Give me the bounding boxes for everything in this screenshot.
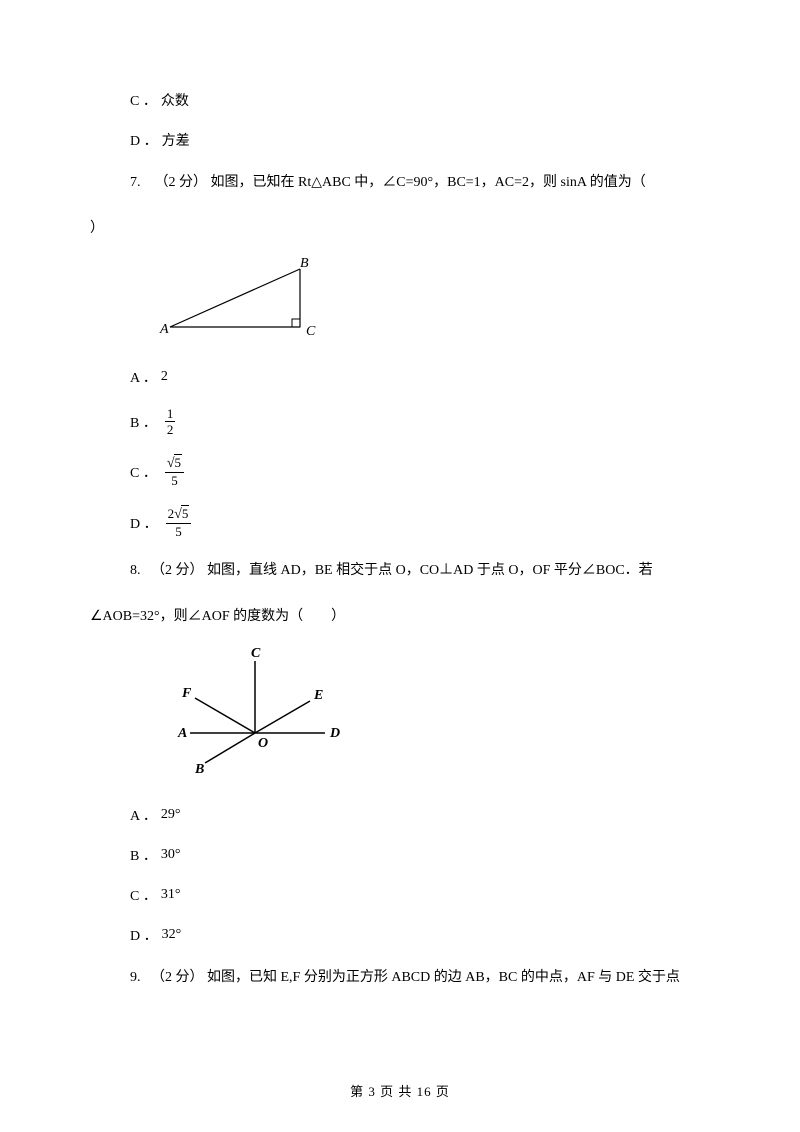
q8-points: （2 分） [151,563,204,578]
label-f: F [181,686,192,701]
prev-option-c: C ． 众数 [90,90,710,110]
label-c: C [306,324,316,339]
label-c: C [251,646,261,661]
q9-body: 如图，已知 E,F 分别为正方形 ABCD 的边 AB，BC 的中点，AF 与 … [207,970,680,985]
q7-option-a: A ． 2 [90,367,710,387]
option-letter: B ． [130,412,157,432]
q7-text: 7. （2 分） 如图，已知在 Rt△ABC 中，∠C=90°，BC=1，AC=… [90,170,710,195]
q9-text: 9. （2 分） 如图，已知 E,F 分别为正方形 ABCD 的边 AB，BC … [90,965,710,990]
q7-figure: A B C [90,255,710,345]
option-letter: A ． [130,805,157,825]
page-footer: 第 3 页 共 16 页 [0,1081,800,1100]
label-a: A [159,322,169,337]
q8-figure: A D C E F B O [90,643,710,783]
option-letter: D ． [130,513,158,533]
q7-points: （2 分） [155,175,208,190]
q8-text-line2: ∠AOB=32°，则∠AOF 的度数为（ ） [90,605,710,625]
numerator: 1 [165,407,176,422]
page: C ． 众数 D ． 方差 7. （2 分） 如图，已知在 Rt△ABC 中，∠… [0,0,800,1132]
q8-option-b: B ． 30° [90,845,710,865]
q9-points: （2 分） [151,970,204,985]
option-text: 方差 [162,130,190,150]
q8-option-d: D ． 32° [90,925,710,945]
q8-option-c: C ． 31° [90,885,710,905]
label-b: B [194,762,204,777]
option-letter: C ． [130,90,157,110]
fraction-icon: 1 2 [165,407,176,436]
option-text: 众数 [161,90,189,110]
label-a: A [177,726,187,741]
option-letter: A ． [130,367,157,387]
q9-number: 9. [130,970,141,985]
fraction-icon: 5 5 [165,456,184,487]
q7-option-c: C ． 5 5 [90,456,710,487]
q7-close-paren: ） [90,217,710,237]
sqrt-icon: 5 [167,456,182,471]
denominator: 5 [165,473,184,487]
q8-option-a: A ． 29° [90,805,710,825]
option-value: 2 [161,369,168,385]
option-letter: D ． [130,130,158,150]
option-letter: C ． [130,462,157,482]
option-letter: C ． [130,885,157,905]
option-value: 32° [162,927,182,943]
prev-option-d: D ． 方差 [90,130,710,150]
q8-number: 8. [130,563,141,578]
option-value: 30° [161,847,181,863]
q8-body-a: 如图，直线 AD，BE 相交于点 O，CO⊥AD 于点 O，OF 平分∠BOC．… [207,563,653,578]
option-value: 29° [161,807,181,823]
denominator: 2 [165,422,176,436]
rays-svg: A D C E F B O [150,643,360,783]
triangle-abc-svg: A B C [150,255,330,345]
numerator: 25 [166,507,192,524]
label-d: D [329,726,340,741]
denominator: 5 [166,524,192,538]
q7-option-b: B ． 1 2 [90,407,710,436]
sqrt-icon: 5 [174,507,189,522]
option-letter: B ． [130,845,157,865]
label-e: E [313,688,323,703]
q7-number: 7. [130,175,141,190]
label-o: O [258,736,268,751]
q7-body: 如图，已知在 Rt△ABC 中，∠C=90°，BC=1，AC=2，则 sinA … [211,175,646,190]
numerator: 5 [165,456,184,473]
label-b: B [300,256,309,271]
q7-option-d: D ． 25 5 [90,507,710,538]
option-value: 31° [161,887,181,903]
q8-text-line1: 8. （2 分） 如图，直线 AD，BE 相交于点 O，CO⊥AD 于点 O，O… [90,558,710,583]
option-letter: D ． [130,925,158,945]
fraction-icon: 25 5 [166,507,192,538]
